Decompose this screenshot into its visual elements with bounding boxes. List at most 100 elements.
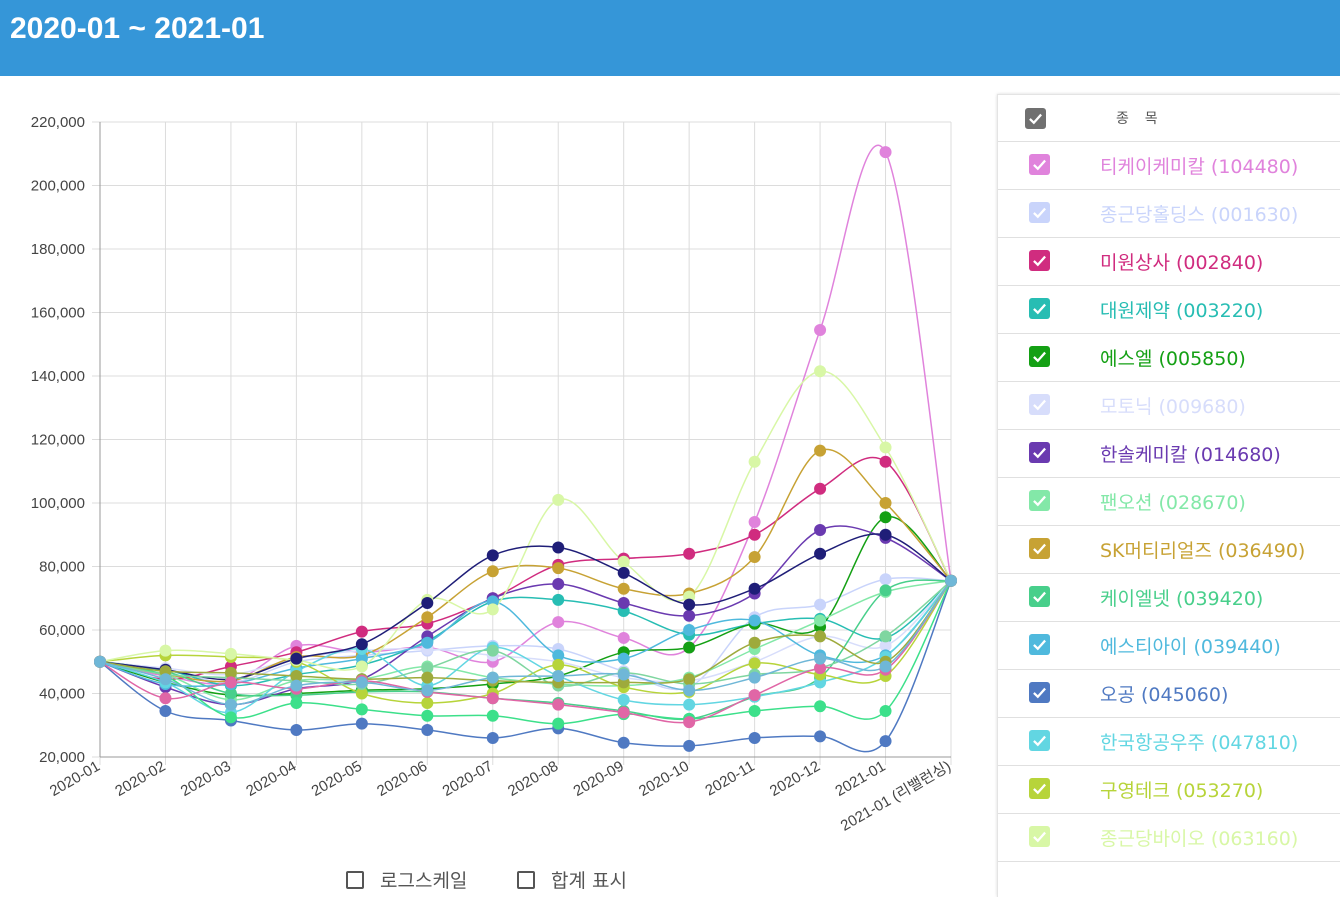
series-line xyxy=(99,580,952,753)
check-icon xyxy=(1033,255,1046,267)
legend-checkbox[interactable] xyxy=(1029,298,1050,319)
legend-item[interactable]: 대원제약 (003220) xyxy=(998,286,1340,334)
data-point xyxy=(814,523,827,536)
y-tick-label: 180,000 xyxy=(31,241,85,258)
data-point xyxy=(879,511,892,524)
legend-item[interactable]: 미원상사 (002840) xyxy=(998,238,1340,286)
legend-item[interactable]: 팬오션 (028670) xyxy=(998,478,1340,526)
legend-item[interactable]: 에스엘 (005850) xyxy=(998,334,1340,382)
data-point xyxy=(486,644,499,657)
x-tick-label: 2020-06 xyxy=(374,758,430,800)
check-icon xyxy=(1033,159,1046,171)
check-icon xyxy=(1033,687,1046,699)
legend-item[interactable]: 오공 (045060) xyxy=(998,670,1340,718)
legend-item[interactable]: 한국항공우주 (047810) xyxy=(998,718,1340,766)
x-tick-label: 2021-01 xyxy=(832,758,888,800)
data-point xyxy=(224,647,237,660)
data-point xyxy=(617,631,630,644)
data-point xyxy=(748,516,761,529)
data-point xyxy=(683,684,696,697)
data-point xyxy=(683,609,696,622)
check-icon xyxy=(1033,543,1046,555)
legend-item[interactable]: 종근당홀딩스 (001630) xyxy=(998,190,1340,238)
data-point xyxy=(748,550,761,563)
data-point xyxy=(159,692,172,705)
y-tick-label: 80,000 xyxy=(39,559,85,576)
data-point xyxy=(355,687,368,700)
legend-checkbox[interactable] xyxy=(1029,730,1050,751)
data-point xyxy=(879,630,892,643)
data-point xyxy=(748,636,761,649)
x-tick-label: 2020-11 xyxy=(702,758,757,800)
data-point xyxy=(814,482,827,495)
legend-item[interactable]: 케이엘넷 (039420) xyxy=(998,574,1340,622)
legend-checkbox[interactable] xyxy=(1029,538,1050,559)
legend-item[interactable]: 모토닉 (009680) xyxy=(998,382,1340,430)
check-icon xyxy=(1033,303,1046,315)
data-point xyxy=(879,639,892,652)
legend-checkbox[interactable] xyxy=(1029,586,1050,607)
y-tick-label: 40,000 xyxy=(39,686,85,703)
legend-checkbox[interactable] xyxy=(1029,778,1050,799)
log-scale-checkbox[interactable] xyxy=(346,870,364,889)
data-point xyxy=(552,658,565,671)
data-point xyxy=(355,703,368,716)
legend-checkbox[interactable] xyxy=(1029,490,1050,511)
data-point xyxy=(814,444,827,457)
legend-checkbox[interactable] xyxy=(1029,682,1050,703)
check-icon xyxy=(1033,735,1046,747)
select-all-checkbox[interactable] xyxy=(1025,108,1046,129)
y-tick-label: 160,000 xyxy=(31,305,85,322)
show-total-checkbox[interactable] xyxy=(517,870,535,889)
check-icon xyxy=(1033,399,1046,411)
data-point xyxy=(486,692,499,705)
data-point xyxy=(748,657,761,670)
data-point xyxy=(617,668,630,681)
legend-checkbox[interactable] xyxy=(1029,634,1050,655)
legend-item-label: 미원상사 (002840) xyxy=(1100,252,1264,274)
data-point xyxy=(552,541,565,554)
data-point xyxy=(683,739,696,752)
legend-checkbox[interactable] xyxy=(1029,394,1050,415)
check-icon xyxy=(1033,207,1046,219)
legend-item[interactable]: 종근당바이오 (063160) xyxy=(998,814,1340,862)
page-title: 2020-01 ~ 2021-01 xyxy=(10,12,265,45)
legend-item[interactable]: 한솔케미칼 (014680) xyxy=(998,430,1340,478)
data-point xyxy=(421,662,434,675)
legend-checkbox[interactable] xyxy=(1029,442,1050,463)
data-point xyxy=(552,649,565,662)
legend-checkbox[interactable] xyxy=(1029,250,1050,271)
data-point xyxy=(683,698,696,711)
data-point xyxy=(879,146,892,159)
data-point xyxy=(355,717,368,730)
legend-checkbox[interactable] xyxy=(1029,346,1050,367)
x-tick-label: 2020-02 xyxy=(112,758,168,800)
legend-checkbox[interactable] xyxy=(1029,154,1050,175)
data-point xyxy=(552,670,565,683)
x-tick-label: 2020-08 xyxy=(505,758,561,800)
legend-checkbox[interactable] xyxy=(1029,202,1050,223)
data-point xyxy=(814,547,827,560)
x-tick-label: 2021-01 (리밸런싱) xyxy=(838,758,954,835)
legend-item[interactable]: 구영테크 (053270) xyxy=(998,766,1340,814)
data-point xyxy=(552,493,565,506)
data-point xyxy=(290,670,303,683)
show-total-toggle[interactable]: 합계 표시 xyxy=(517,866,627,893)
legend-item[interactable]: 에스티아이 (039440) xyxy=(998,622,1340,670)
y-tick-label: 200,000 xyxy=(31,178,85,195)
data-point xyxy=(748,614,761,627)
data-point xyxy=(879,573,892,586)
legend-item[interactable]: 티케이케미칼 (104480) xyxy=(998,142,1340,190)
header-bar: 2020-01 ~ 2021-01 xyxy=(0,0,1340,76)
log-scale-label: 로그스케일 xyxy=(380,870,468,892)
legend-checkbox[interactable] xyxy=(1029,826,1050,847)
log-scale-toggle[interactable]: 로그스케일 xyxy=(346,866,467,893)
series-line xyxy=(99,580,952,725)
data-point xyxy=(486,671,499,684)
check-icon xyxy=(1033,783,1046,795)
legend-item[interactable]: SK머티리얼즈 (036490) xyxy=(998,526,1340,574)
x-tick-label: 2020-04 xyxy=(243,758,299,800)
data-point xyxy=(617,693,630,706)
data-point xyxy=(683,598,696,611)
data-point xyxy=(421,671,434,684)
